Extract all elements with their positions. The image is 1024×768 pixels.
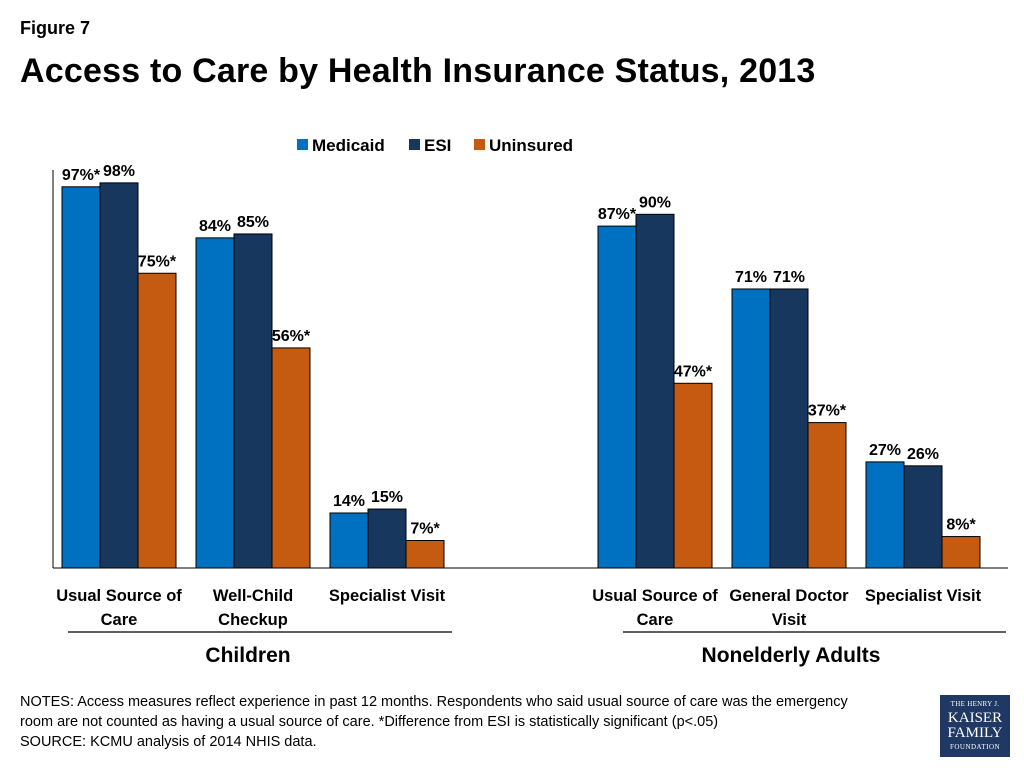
bar-0-1-1 (233, 233, 273, 569)
category-label-1-2-0: Specialist Visit (865, 587, 982, 605)
data-label-1-2-0: 27% (869, 442, 901, 459)
data-label-1-0-0: 87%* (598, 206, 637, 223)
bar-1-0-0 (597, 225, 637, 569)
bar-0-0-2 (137, 272, 177, 569)
category-label-0-2-0: Specialist Visit (329, 587, 446, 605)
group-label-0: Children (205, 644, 290, 667)
data-label-0-1-1: 85% (237, 214, 269, 231)
category-label-0-0-1: Care (101, 611, 138, 629)
legend-label-esi: ESI (424, 136, 451, 155)
legend-label-medicaid: Medicaid (312, 136, 385, 155)
chart-title: Access to Care by Health Insurance Statu… (20, 52, 816, 90)
bar-1-2-0 (865, 461, 905, 569)
bar-1-1-0 (731, 288, 771, 569)
data-label-1-2-1: 26% (907, 446, 939, 463)
data-label-0-0-2: 75%* (138, 253, 177, 270)
bar-chart: Medicaid ESI Uninsured 97%* 98% 75%* Usual Sou… (52, 136, 1008, 667)
data-label-1-1-2: 37%* (808, 403, 847, 420)
bar-1-2-2 (941, 536, 981, 569)
bar-1-1-2 (807, 422, 847, 569)
legend-label-uninsured: Uninsured (489, 136, 573, 155)
data-label-0-2-0: 14% (333, 493, 365, 510)
notes-line-2: room are not counted as having a usual s… (20, 714, 719, 730)
notes-line-1: NOTES: Access measures reflect experienc… (20, 694, 848, 710)
data-label-0-1-0: 84% (199, 218, 231, 235)
bar-0-2-1 (367, 508, 407, 569)
category-label-1-0-1: Care (637, 611, 674, 629)
legend-swatch-medicaid (297, 139, 308, 150)
bar-0-1-2 (271, 347, 311, 569)
data-label-0-0-1: 98% (103, 163, 135, 180)
data-label-1-0-1: 90% (639, 194, 671, 211)
figure-label: Figure 7 (20, 18, 91, 38)
category-label-1-1-0: General Doctor (729, 587, 849, 605)
bar-0-1-0 (195, 237, 235, 569)
data-label-0-2-2: 7%* (410, 520, 440, 537)
data-label-0-2-1: 15% (371, 489, 403, 506)
data-label-0-1-2: 56%* (272, 328, 311, 345)
kff-logo: THE HENRY J. KAISER FAMILY FOUNDATION (940, 695, 1010, 757)
notes: NOTES: Access measures reflect experienc… (20, 692, 920, 752)
logo-line-3: FAMILY (947, 725, 1003, 741)
bar-0-2-2 (405, 539, 445, 569)
logo-line-2: KAISER (947, 710, 1003, 726)
notes-line-3: SOURCE: KCMU analysis of 2014 NHIS data. (20, 734, 317, 750)
bar-0-2-0 (329, 512, 369, 569)
data-label-1-1-1: 71% (773, 269, 805, 286)
bar-1-0-1 (635, 213, 675, 569)
category-label-1-0-0: Usual Source of (592, 587, 718, 605)
category-label-0-1-1: Checkup (218, 611, 288, 629)
logo-line-1: THE HENRY J. (950, 700, 1000, 708)
bar-1-1-1 (769, 288, 809, 569)
group-label-1: Nonelderly Adults (702, 644, 881, 667)
data-label-0-0-0: 97%* (62, 167, 101, 184)
bar-1-0-2 (673, 382, 713, 569)
bar-0-0-1 (99, 182, 139, 569)
category-label-1-1-1: Visit (772, 611, 807, 629)
category-label-0-1-0: Well-Child (213, 587, 293, 605)
category-label-0-0-0: Usual Source of (56, 587, 182, 605)
data-label-1-0-2: 47%* (674, 363, 713, 380)
legend-swatch-uninsured (474, 139, 485, 150)
data-label-1-2-2: 8%* (946, 517, 976, 534)
bar-0-0-0 (61, 186, 101, 569)
data-label-1-1-0: 71% (735, 269, 767, 286)
bar-1-2-1 (903, 465, 943, 569)
logo-line-4: FOUNDATION (949, 743, 1001, 751)
legend-swatch-esi (409, 139, 420, 150)
